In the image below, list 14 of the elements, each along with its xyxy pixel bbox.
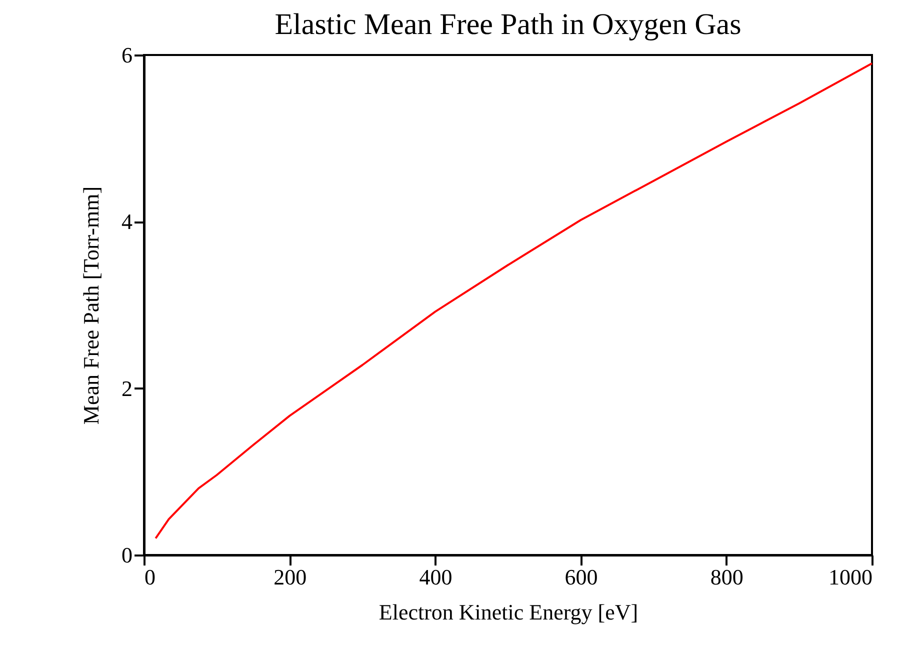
- x-tick-label: 400: [419, 564, 452, 590]
- x-tick-label: 800: [710, 564, 744, 590]
- x-axis-title: Electron Kinetic Energy [eV]: [378, 600, 638, 624]
- y-axis-title: Mean Free Path [Torr-mm]: [78, 186, 104, 425]
- y-tick-label: 2: [122, 376, 132, 401]
- x-tick-label: 0: [144, 564, 156, 590]
- chart-title: Elastic Mean Free Path in Oxygen Gas: [274, 8, 742, 41]
- y-tick-label: 4: [122, 209, 132, 234]
- y-tick-label: 6: [122, 42, 132, 68]
- x-tick-label: 1000: [828, 564, 872, 590]
- x-tick-label: 600: [564, 564, 598, 590]
- x-tick-label: 200: [274, 564, 307, 590]
- y-tick-label: 0: [122, 542, 132, 568]
- line-series: [154, 62, 873, 540]
